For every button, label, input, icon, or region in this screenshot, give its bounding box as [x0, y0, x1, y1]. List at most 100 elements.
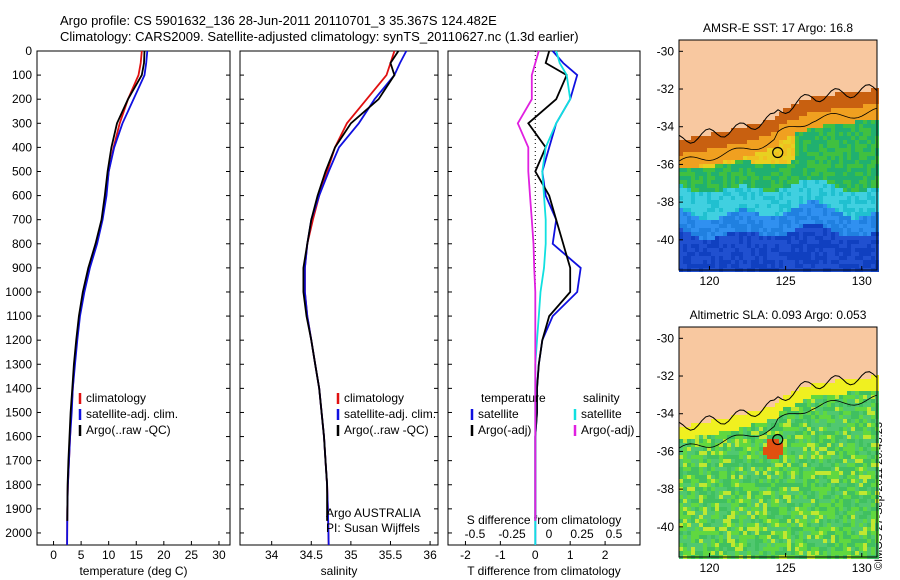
- map-cell: [819, 411, 823, 415]
- map-cell: [727, 463, 731, 467]
- map-cell: [859, 455, 863, 459]
- map-cell: [855, 383, 859, 387]
- map-cell: [823, 116, 827, 120]
- map-cell: [839, 112, 843, 116]
- map-cell: [771, 228, 775, 232]
- map-cell: [799, 236, 803, 240]
- map-cell: [747, 248, 751, 252]
- map-cell: [827, 244, 831, 248]
- map-cell: [803, 108, 807, 112]
- map-cell: [763, 260, 767, 264]
- map-cell: [715, 264, 719, 268]
- map-cell: [843, 527, 847, 531]
- map-cell: [811, 523, 815, 527]
- map-cell: [683, 451, 687, 455]
- map-cell: [691, 260, 695, 264]
- map-cell: [859, 447, 863, 451]
- map-cell: [863, 120, 867, 124]
- map-cell: [855, 240, 859, 244]
- map-cell: [739, 483, 743, 487]
- map-cell: [815, 160, 819, 164]
- x-tick-label: 1: [567, 548, 574, 562]
- map-cell: [811, 431, 815, 435]
- map-cell: [743, 471, 747, 475]
- map-cell: [827, 136, 831, 140]
- map-cell: [863, 144, 867, 148]
- map-cell: [759, 252, 763, 256]
- map-cell: [783, 415, 787, 419]
- map-cell: [827, 447, 831, 451]
- map-cell: [863, 104, 867, 108]
- map-cell: [767, 192, 771, 196]
- map-cell: [847, 240, 851, 244]
- map-cell: [691, 228, 695, 232]
- map-cell: [807, 116, 811, 120]
- map-cell: [847, 104, 851, 108]
- map-cell: [823, 204, 827, 208]
- map-cell: [683, 447, 687, 451]
- map-cell: [739, 427, 743, 431]
- map-cell: [751, 535, 755, 539]
- map-cell: [871, 124, 875, 128]
- map-cell: [859, 164, 863, 168]
- map-cell: [771, 172, 775, 176]
- map-cell: [851, 108, 855, 112]
- map-cell: [723, 547, 727, 551]
- map-cell: [795, 240, 799, 244]
- map-cell: [843, 523, 847, 527]
- map-cell: [707, 144, 711, 148]
- map-cell: [799, 543, 803, 547]
- map-cell: [855, 531, 859, 535]
- map-cell: [779, 168, 783, 172]
- map-cell: [699, 535, 703, 539]
- map-cell: [731, 459, 735, 463]
- map-cell: [791, 391, 795, 395]
- map-cell: [795, 204, 799, 208]
- legend-entry: satellite: [581, 407, 622, 421]
- map-cell: [731, 451, 735, 455]
- map-cell: [687, 224, 691, 228]
- map-cell: [783, 431, 787, 435]
- map-cell: [715, 511, 719, 515]
- map-cell: [755, 495, 759, 499]
- map-cell: [815, 172, 819, 176]
- map-cell: [731, 136, 735, 140]
- map-cell: [703, 503, 707, 507]
- map-cell: [791, 256, 795, 260]
- map-cell: [855, 491, 859, 495]
- map-cell: [715, 260, 719, 264]
- map-cell: [799, 495, 803, 499]
- map-cell: [691, 543, 695, 547]
- map-cell: [747, 156, 751, 160]
- map-cell: [775, 411, 779, 415]
- map-cell: [783, 423, 787, 427]
- map-cell: [735, 164, 739, 168]
- map-cell: [735, 176, 739, 180]
- map-cell: [707, 427, 711, 431]
- map-cell: [759, 256, 763, 260]
- map-cell: [711, 539, 715, 543]
- map-cell: [863, 383, 867, 387]
- map-cell: [747, 415, 751, 419]
- map-cell: [851, 256, 855, 260]
- map-cell: [855, 487, 859, 491]
- map-cell: [863, 264, 867, 268]
- map-cell: [811, 116, 815, 120]
- map-cell: [711, 527, 715, 531]
- map-cell: [835, 463, 839, 467]
- map-cell: [823, 228, 827, 232]
- map-cell: [743, 543, 747, 547]
- map-cell: [871, 499, 875, 503]
- map-cell: [747, 527, 751, 531]
- map-cell: [683, 164, 687, 168]
- map-cell: [791, 527, 795, 531]
- map-cell: [835, 132, 839, 136]
- map-title: Altimetric SLA: 0.093 Argo: 0.053: [690, 308, 867, 322]
- map-cell: [863, 547, 867, 551]
- map-cell: [819, 467, 823, 471]
- map-cell: [771, 160, 775, 164]
- map-cell: [723, 499, 727, 503]
- map-cell: [859, 128, 863, 132]
- map-cell: [735, 212, 739, 216]
- map-cell: [847, 543, 851, 547]
